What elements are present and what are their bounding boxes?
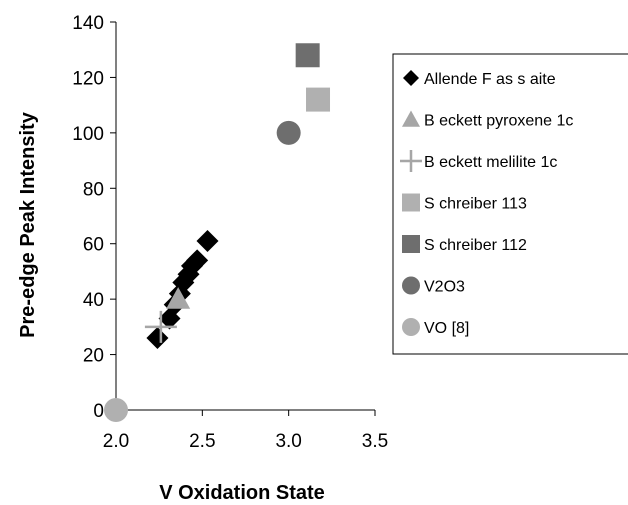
y-tick-label: 80	[83, 179, 104, 200]
legend-marker-triangle	[402, 110, 420, 127]
x-tick-label: 3.5	[362, 431, 388, 452]
x-axis-title: V Oxidation State	[159, 482, 325, 504]
legend-label: S chreiber 112	[424, 237, 527, 254]
legend-label: B eckett melilite 1c	[424, 154, 557, 171]
legend-box	[392, 53, 628, 355]
legend: Allende F as s aite B eckett pyroxene 1c B…	[392, 53, 628, 355]
data-point-plus	[144, 310, 177, 343]
legend-label: Allende F as s aite	[424, 71, 556, 88]
y-tick-label: 40	[83, 290, 104, 311]
x-tick-label: 2.5	[189, 431, 215, 452]
legend-label: S chreiber 113	[424, 196, 527, 213]
x-tick-label: 3.0	[275, 431, 301, 452]
legend-label: B eckett pyroxene 1c	[424, 113, 573, 130]
data-point-diamond	[186, 249, 209, 272]
y-axis-title: Pre-edge Peak Intensity	[17, 111, 39, 338]
data-point-triangle	[166, 287, 191, 309]
y-tick-label: 0	[93, 401, 104, 422]
data-point-square	[295, 43, 320, 68]
data-point-circle	[276, 120, 301, 145]
data-point-diamond	[196, 229, 219, 252]
y-tick-label: 100	[72, 124, 104, 145]
data-point-diamond	[146, 326, 169, 349]
legend-label: V2O3	[424, 279, 465, 296]
legend-marker-circle	[402, 318, 420, 336]
legend-label: VO [8]	[424, 320, 469, 337]
y-axis-ticks: 0 20 40 60 80 100 120 140	[72, 13, 116, 422]
y-tick-label: 120	[72, 68, 104, 89]
data-point-circle	[104, 398, 128, 422]
x-tick-label: 2.0	[103, 431, 129, 452]
legend-marker-plus	[400, 150, 422, 172]
legend-marker-diamond	[403, 70, 419, 86]
y-tick-label: 60	[83, 235, 104, 256]
data-point-square	[306, 87, 331, 112]
y-tick-label: 140	[72, 13, 104, 34]
legend-marker-square	[402, 235, 420, 253]
data-points	[104, 43, 331, 422]
legend-marker-square	[402, 193, 420, 212]
legend-marker-circle	[402, 276, 420, 295]
y-tick-label: 20	[83, 346, 104, 367]
axes	[115, 22, 375, 411]
x-axis-ticks: 2.0 2.5 3.0 3.5	[103, 410, 388, 452]
